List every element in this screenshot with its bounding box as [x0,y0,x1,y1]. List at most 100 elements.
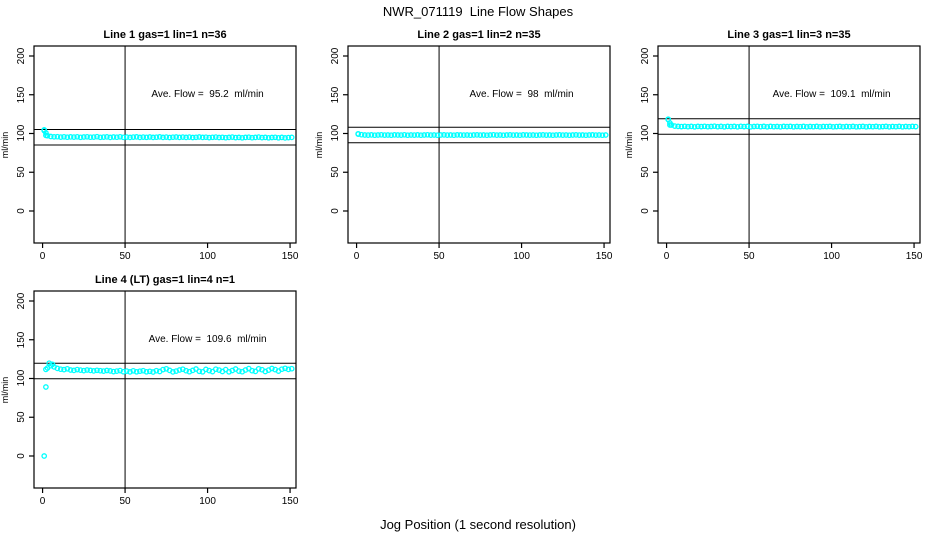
data-point [212,134,219,140]
data-point [540,132,546,138]
data-point [583,132,589,139]
data-point [480,132,487,138]
data-point [146,134,153,140]
data-point [355,130,362,137]
data-point [117,133,123,140]
data-point [401,131,408,138]
data-point [893,123,899,130]
data-point [252,134,259,141]
data-point [737,123,744,130]
data-point [381,132,388,138]
data-point [378,131,385,138]
data-point [685,123,691,130]
data-point [160,134,166,141]
data-point [667,120,673,126]
data-point [833,123,840,130]
data-point [408,132,414,138]
data-point [569,132,576,138]
data-point [153,367,160,374]
data-point [460,132,467,138]
data-point [100,134,107,140]
panel-2-box [347,45,611,244]
data-point [879,123,886,130]
data-point [282,365,288,372]
data-point [278,134,285,141]
data-point [140,367,147,374]
data-point [675,123,681,130]
panel-4-xtick-label: 0 [39,496,46,507]
panel-2-title: Line 2 gas=1 lin=2 n=35 [417,29,541,41]
data-point [421,132,428,138]
data-point [747,123,754,130]
data-point [375,132,381,138]
data-point [533,132,540,139]
panel-2-ytick-label: 200 [330,47,341,65]
panel-3-ytick-label: 100 [640,125,651,142]
data-point [434,132,441,139]
data-point [667,122,673,128]
data-point [731,123,738,130]
data-point [120,134,127,141]
data-point [272,134,279,141]
data-point [67,367,74,373]
data-point [183,367,189,374]
data-point [711,123,718,130]
data-point [57,134,64,140]
data-point [199,134,206,141]
data-point [780,123,787,130]
data-point [150,134,156,141]
data-point [193,134,199,141]
data-point [67,134,74,140]
data-point [219,134,226,141]
data-point [784,123,790,130]
data-point [113,368,120,374]
data-point [64,134,71,141]
data-point [850,123,856,130]
data-point [447,132,454,138]
panel-2-ytick-label: 100 [330,125,341,142]
data-point [77,134,84,141]
data-point [269,134,275,141]
data-point [437,132,444,138]
data-point [143,368,150,375]
data-point [757,123,764,130]
data-point [543,132,550,138]
panel-3-ytick-label: 0 [640,208,651,214]
panel-2-xtick-label: 0 [353,251,360,262]
data-point [589,132,596,138]
data-point [906,123,912,130]
data-point [361,132,368,138]
data-point [856,123,863,130]
data-point [107,134,114,141]
data-point [418,132,424,139]
data-point [691,123,698,130]
data-point [255,134,262,140]
data-point [46,360,53,367]
panel-4-ytick-label: 50 [16,411,27,423]
data-point [556,132,563,138]
panel-4-xtick-label: 50 [119,496,131,507]
data-point [212,366,219,373]
data-point [80,367,87,374]
data-point [820,123,827,130]
data-point [173,134,180,140]
data-point [553,132,560,138]
data-point [189,134,196,141]
panel-2-y-axis-label: ml/min [314,131,324,158]
data-point [477,132,484,138]
data-point [823,123,830,130]
data-point [517,132,523,139]
data-point [104,367,110,374]
panel-4-box [33,290,297,489]
data-point [599,132,606,139]
data-point [853,123,860,130]
data-point [536,132,543,138]
data-point [206,367,213,374]
data-point [388,132,395,139]
data-point [368,132,375,138]
data-point [441,132,447,138]
data-point [734,123,741,130]
x-axis-label: Jog Position (1 second resolution) [380,517,576,532]
